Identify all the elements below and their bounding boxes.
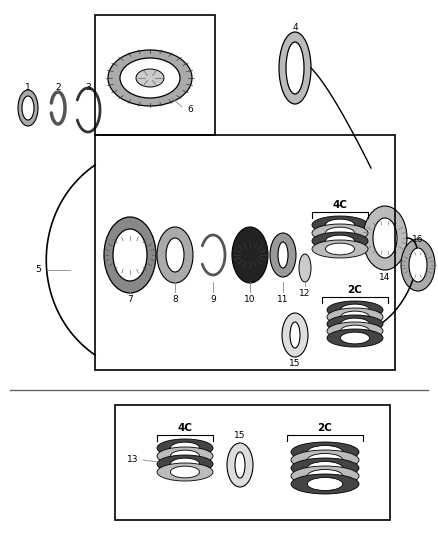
Bar <box>95 15 215 135</box>
Ellipse shape <box>113 229 147 281</box>
Ellipse shape <box>340 332 370 344</box>
Text: 11: 11 <box>277 295 289 304</box>
Text: 8: 8 <box>172 295 178 304</box>
Text: 2C: 2C <box>348 285 362 295</box>
Text: 10: 10 <box>244 295 256 304</box>
Text: 6: 6 <box>187 106 193 115</box>
Ellipse shape <box>291 442 359 462</box>
Ellipse shape <box>170 442 200 454</box>
Text: 4: 4 <box>292 23 298 33</box>
Ellipse shape <box>232 227 268 283</box>
Ellipse shape <box>291 450 359 470</box>
Ellipse shape <box>340 304 370 316</box>
Text: 9: 9 <box>210 295 216 304</box>
Ellipse shape <box>278 242 288 268</box>
Text: 5: 5 <box>35 265 41 274</box>
Ellipse shape <box>325 235 354 247</box>
Ellipse shape <box>327 315 383 333</box>
Ellipse shape <box>373 218 397 258</box>
Ellipse shape <box>401 239 435 291</box>
Text: 4C: 4C <box>332 200 347 210</box>
Ellipse shape <box>291 474 359 494</box>
Ellipse shape <box>170 458 200 470</box>
Bar <box>115 405 390 520</box>
Ellipse shape <box>282 313 308 357</box>
Ellipse shape <box>270 233 296 277</box>
Ellipse shape <box>157 439 213 457</box>
Ellipse shape <box>409 248 427 282</box>
Ellipse shape <box>157 227 193 283</box>
Ellipse shape <box>299 254 311 282</box>
Ellipse shape <box>120 58 180 98</box>
Ellipse shape <box>327 301 383 319</box>
Ellipse shape <box>170 450 200 462</box>
Ellipse shape <box>312 224 368 242</box>
Ellipse shape <box>307 454 343 466</box>
Text: 12: 12 <box>299 288 311 297</box>
Ellipse shape <box>108 50 192 106</box>
Text: 3: 3 <box>85 84 91 93</box>
Ellipse shape <box>290 322 300 348</box>
Ellipse shape <box>327 329 383 347</box>
Ellipse shape <box>325 243 354 255</box>
Ellipse shape <box>307 478 343 490</box>
Ellipse shape <box>286 42 304 94</box>
Ellipse shape <box>307 446 343 458</box>
Ellipse shape <box>104 217 156 293</box>
Text: 7: 7 <box>127 295 133 304</box>
Ellipse shape <box>327 322 383 340</box>
Ellipse shape <box>291 458 359 478</box>
Ellipse shape <box>312 216 368 234</box>
Ellipse shape <box>227 443 253 487</box>
Ellipse shape <box>307 470 343 482</box>
Ellipse shape <box>157 447 213 465</box>
Ellipse shape <box>235 452 245 478</box>
Ellipse shape <box>291 466 359 486</box>
Ellipse shape <box>327 308 383 326</box>
Ellipse shape <box>340 325 370 337</box>
Ellipse shape <box>170 466 200 478</box>
Ellipse shape <box>136 69 164 87</box>
Text: 2C: 2C <box>318 423 332 433</box>
Ellipse shape <box>312 240 368 258</box>
Text: 13: 13 <box>127 456 139 464</box>
Text: 2: 2 <box>55 84 61 93</box>
Ellipse shape <box>340 318 370 330</box>
Text: 15: 15 <box>234 432 246 440</box>
Text: 15: 15 <box>289 359 301 367</box>
Bar <box>95 135 395 370</box>
Ellipse shape <box>307 462 343 474</box>
Ellipse shape <box>340 311 370 323</box>
Ellipse shape <box>312 232 368 250</box>
Ellipse shape <box>157 455 213 473</box>
Text: 16: 16 <box>412 236 424 245</box>
Ellipse shape <box>22 96 34 120</box>
Ellipse shape <box>18 90 38 126</box>
Ellipse shape <box>279 32 311 104</box>
Text: 4C: 4C <box>177 423 192 433</box>
Ellipse shape <box>157 463 213 481</box>
Ellipse shape <box>325 227 354 239</box>
Ellipse shape <box>363 206 407 270</box>
Text: 1: 1 <box>25 84 31 93</box>
Ellipse shape <box>325 219 354 231</box>
Text: 14: 14 <box>379 273 391 282</box>
Ellipse shape <box>166 238 184 272</box>
